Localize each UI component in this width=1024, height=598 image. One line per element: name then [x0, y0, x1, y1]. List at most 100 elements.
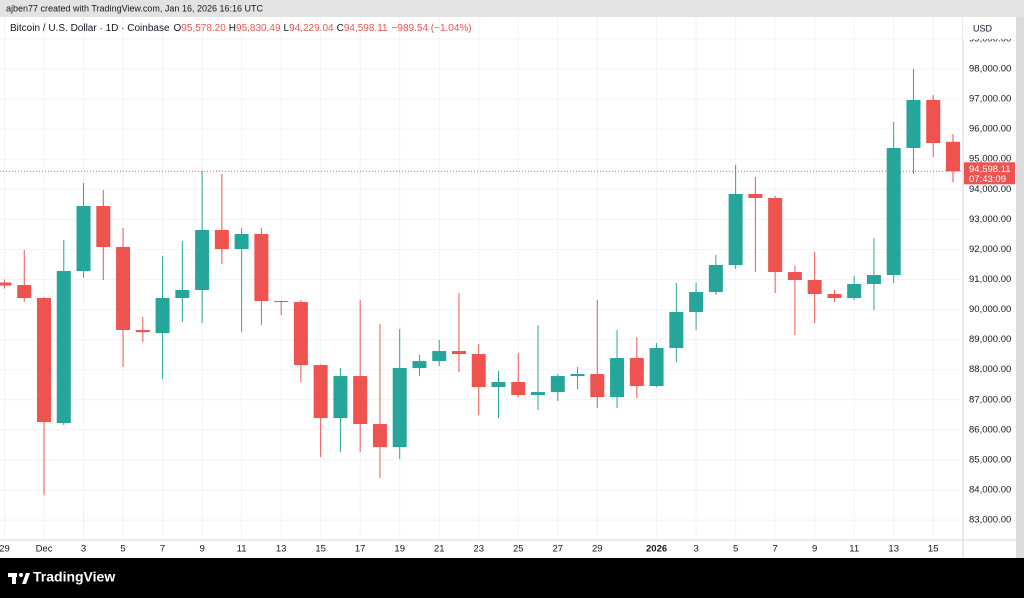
x-tick-label: 13: [276, 544, 287, 555]
x-tick-label: 7: [772, 544, 777, 555]
candle-body: [234, 234, 249, 250]
y-tick-label: 92,000.00: [969, 244, 1011, 255]
legend-key: L: [284, 23, 290, 34]
last-price-box: [964, 162, 1015, 185]
candle-body: [550, 376, 565, 393]
x-tick-label: 27: [552, 544, 563, 555]
candle-body: [392, 368, 407, 448]
x-tick-label: 19: [394, 544, 405, 555]
candle-body: [432, 351, 447, 362]
currency: USD: [973, 23, 993, 33]
candle-body: [195, 230, 210, 291]
candle-body: [333, 376, 348, 419]
footer: [0, 558, 1024, 598]
candle-body: [491, 382, 506, 388]
candle-body: [847, 284, 862, 299]
candles: [0, 68, 963, 496]
x-tick-label: 25: [513, 544, 524, 555]
x-tick-label: 9: [812, 544, 817, 555]
y-tick-label: 98,000.00: [969, 64, 1011, 75]
candle-body: [116, 247, 131, 331]
candle-body: [708, 264, 723, 293]
x-tick-label: 2026: [646, 544, 667, 555]
candle-body: [728, 193, 743, 265]
countdown: 07:43:09: [969, 174, 1006, 185]
x-tick-label: 23: [473, 544, 484, 555]
last-price-label: 94,598.11: [969, 164, 1011, 175]
x-tick-label: 29: [592, 544, 603, 555]
y-tick-label: 84,000.00: [969, 485, 1011, 496]
candle-body: [768, 197, 783, 273]
candle-body: [135, 330, 150, 333]
legend-value: 95,578.20: [181, 23, 226, 34]
x-tick-label: 11: [237, 544, 247, 555]
legend-key: O: [174, 23, 182, 34]
x-tick-label: 21: [434, 544, 445, 555]
x-tick-label: 15: [315, 544, 326, 555]
candle-body: [669, 312, 684, 349]
y-tick-label: 89,000.00: [969, 334, 1011, 345]
candle-body: [175, 290, 190, 299]
candle-body: [313, 365, 328, 419]
candle-body: [629, 358, 644, 387]
candle-body: [372, 424, 387, 448]
candle-body: [610, 358, 625, 398]
x-tick-label: 29: [0, 544, 10, 555]
candle-body: [254, 234, 269, 302]
legend-value: 94,229.04: [289, 23, 334, 34]
candle-body: [37, 298, 52, 423]
header-legend: Bitcoin / U.S. Dollar · 1D · Coinbase O95…: [10, 23, 472, 34]
date-axis: 29 Dec 3 5 7 9 11 13 15 17 19 21 23 25 27 29 2026 3 5 7 9 11 1…: [0, 544, 939, 555]
candle-body: [531, 392, 546, 396]
change: −989.54 (−1.04%): [392, 23, 472, 34]
top-bar: [0, 0, 1024, 17]
logo: [8, 573, 30, 584]
x-tick-label: 5: [120, 544, 125, 555]
candle-body: [17, 285, 32, 299]
y-tick-label: 90,000.00: [969, 304, 1011, 315]
candle-body: [451, 351, 466, 355]
y-tick-label: 83,000.00: [969, 515, 1011, 526]
legend-value: 94,598.11: [344, 23, 388, 34]
y-tick-label: 95,000.00: [969, 154, 1011, 165]
y-tick-label: 88,000.00: [969, 364, 1011, 375]
x-tick-label: 15: [928, 544, 939, 555]
candle-body: [649, 348, 664, 387]
candle-body: [787, 272, 802, 281]
candle-body: [590, 374, 605, 398]
x-tick-label: Dec: [36, 544, 53, 555]
candle-body: [293, 302, 308, 366]
y-tick-label: 86,000.00: [969, 424, 1011, 435]
title: Bitcoin / U.S. Dollar · 1D · Coinbase: [10, 23, 170, 34]
x-tick-label: 3: [81, 544, 86, 555]
grid: [0, 17, 963, 540]
x-tick-label: 7: [160, 544, 165, 555]
y-tick-label: 93,000.00: [969, 214, 1011, 225]
candle-body: [886, 148, 901, 276]
candle-body: [353, 376, 368, 425]
candle-body: [0, 282, 12, 286]
candle-body: [926, 99, 941, 143]
y-tick-label: 91,000.00: [969, 274, 1011, 285]
candle-body: [412, 361, 427, 369]
chart-panel: [0, 17, 1016, 558]
candle-body: [945, 141, 960, 172]
candle-body: [511, 382, 526, 396]
y-tick-label: 97,000.00: [969, 94, 1011, 105]
x-tick-label: 9: [199, 544, 204, 555]
y-tick-label: 96,000.00: [969, 124, 1011, 135]
y-tick-label: 87,000.00: [969, 394, 1011, 405]
candle-body: [906, 99, 921, 149]
candle-body: [689, 292, 704, 313]
x-tick-label: 5: [733, 544, 738, 555]
candle-body: [76, 206, 91, 272]
candle-body: [155, 298, 170, 334]
legend-key: H: [229, 23, 236, 34]
x-tick-label: 13: [888, 544, 899, 555]
y-tick-label: 94,000.00: [969, 184, 1011, 195]
currency-box: [963, 17, 1016, 39]
candle-body: [214, 230, 229, 250]
candle-body: [274, 301, 289, 303]
legend-value: 95,830.49: [236, 23, 281, 34]
